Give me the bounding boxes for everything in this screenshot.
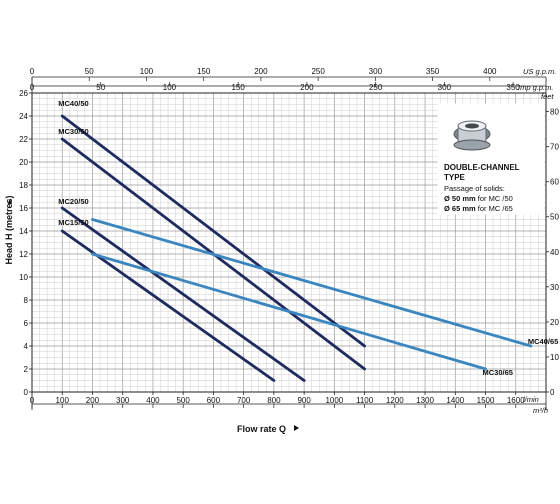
usgpm-tick-label: 400 bbox=[483, 67, 497, 76]
impgpm-tick-label: 250 bbox=[369, 83, 383, 92]
usgpm-tick-label: 300 bbox=[369, 67, 383, 76]
feet-tick-label: 50 bbox=[550, 213, 559, 222]
x-tick-label: 1200 bbox=[386, 396, 404, 405]
plot-frame bbox=[31, 76, 547, 410]
y-tick-label: 22 bbox=[19, 135, 28, 144]
x-tick-label: 400 bbox=[146, 396, 160, 405]
impgpm-tick-label: 150 bbox=[231, 83, 245, 92]
inset-background bbox=[437, 103, 545, 215]
feet-tick-label: 0 bbox=[550, 388, 555, 397]
x-unit-m3h: m³/h bbox=[533, 406, 548, 415]
feet-tick-label: 10 bbox=[550, 353, 559, 362]
y-tick-label: 18 bbox=[19, 181, 28, 190]
feet-tick-label: 40 bbox=[550, 248, 559, 257]
x-tick-label: 1400 bbox=[446, 396, 464, 405]
x-unit-lmin: l/min bbox=[523, 395, 539, 404]
inset-passage-label: Passage of solids: bbox=[444, 184, 505, 193]
x-axis-arrow-icon bbox=[294, 425, 299, 431]
x-tick-label: 500 bbox=[176, 396, 190, 405]
series-line-mc20-50 bbox=[60, 206, 306, 382]
usgpm-tick-label: 350 bbox=[426, 67, 440, 76]
series-line-mc30-65 bbox=[91, 252, 487, 371]
inset-line-65-size: Ø 65 mm bbox=[444, 204, 476, 213]
x-tick-label: 1100 bbox=[356, 396, 374, 405]
x-tick-label: 100 bbox=[56, 396, 70, 405]
x-tick-label: 0 bbox=[30, 396, 35, 405]
top-unit-impgpm: Imp g.p.m. bbox=[518, 83, 553, 92]
y-tick-label: 16 bbox=[19, 204, 28, 213]
x-tick-label: 1500 bbox=[477, 396, 495, 405]
series-label: MC30/65 bbox=[483, 368, 513, 377]
inset-box: DOUBLE-CHANNEL TYPE Passage of solids: Ø… bbox=[437, 103, 545, 215]
x-tick-label: 1300 bbox=[416, 396, 434, 405]
impgpm-tick-label: 0 bbox=[30, 83, 35, 92]
usgpm-tick-label: 200 bbox=[254, 67, 268, 76]
series-label: MC40/65 bbox=[528, 337, 558, 346]
top-unit-usgpm: US g.p.m. bbox=[523, 67, 556, 76]
inset-title-line2: TYPE bbox=[444, 173, 466, 182]
usgpm-tick-label: 250 bbox=[311, 67, 325, 76]
y-tick-label: 8 bbox=[24, 296, 29, 305]
impgpm-tick-label: 200 bbox=[300, 83, 314, 92]
y-axis-arrow-icon bbox=[8, 199, 12, 204]
series-label: MC20/50 bbox=[58, 197, 88, 206]
y-tick-label: 14 bbox=[19, 227, 28, 236]
x-tick-label: 800 bbox=[267, 396, 281, 405]
y-tick-label: 12 bbox=[19, 250, 28, 259]
feet-tick-label: 80 bbox=[550, 108, 559, 117]
grid bbox=[31, 92, 547, 393]
x-axis-title: Flow rate Q bbox=[237, 424, 286, 434]
x-tick-label: 900 bbox=[297, 396, 311, 405]
series-group: MC40/50 MC30/50 MC20/50 MC15/50 MC40/65 MC30/… bbox=[58, 99, 558, 382]
series-line-mc40-65 bbox=[91, 218, 533, 348]
x-tick-label: 600 bbox=[207, 396, 221, 405]
x-tick-label: 300 bbox=[116, 396, 130, 405]
x-tick-label: 1600 bbox=[507, 396, 525, 405]
feet-tick-label: 30 bbox=[550, 283, 559, 292]
x-tick-label: 200 bbox=[86, 396, 100, 405]
y-tick-label: 4 bbox=[24, 342, 29, 351]
usgpm-tick-label: 100 bbox=[140, 67, 154, 76]
impgpm-tick-label: 300 bbox=[438, 83, 452, 92]
impeller-icon bbox=[453, 120, 491, 151]
y-tick-label: 6 bbox=[24, 319, 29, 328]
usgpm-tick-label: 0 bbox=[30, 67, 35, 76]
y-tick-label: 20 bbox=[19, 158, 28, 167]
inset-line-50-size: Ø 50 mm bbox=[444, 194, 476, 203]
inset-line-50: Ø 50 mm for MC /50 bbox=[444, 194, 513, 203]
series-label: MC15/50 bbox=[58, 218, 88, 227]
series-label: MC30/50 bbox=[58, 127, 88, 136]
feet-tick-label: 70 bbox=[550, 143, 559, 152]
inset-line-50-model: for MC /50 bbox=[476, 194, 513, 203]
y-tick-label: 24 bbox=[19, 112, 28, 121]
tick-labels: 0 100 200 300 400 500 600 700 800 900 1000 1100 1200… bbox=[19, 67, 559, 408]
impgpm-tick-label: 350 bbox=[506, 83, 520, 92]
usgpm-tick-label: 150 bbox=[197, 67, 211, 76]
impgpm-tick-label: 100 bbox=[163, 83, 177, 92]
y-tick-label: 0 bbox=[24, 388, 29, 397]
y-tick-label: 2 bbox=[24, 365, 29, 374]
x-tick-label: 700 bbox=[237, 396, 251, 405]
x-tick-label: 1000 bbox=[325, 396, 343, 405]
series-line-mc40-50 bbox=[60, 114, 366, 348]
y-axis-title: Head H (metres) bbox=[4, 195, 14, 264]
feet-tick-label: 60 bbox=[550, 178, 559, 187]
right-unit-feet: feet bbox=[541, 92, 554, 101]
feet-tick-label: 20 bbox=[550, 318, 559, 327]
usgpm-tick-label: 50 bbox=[85, 67, 94, 76]
y-tick-label: 26 bbox=[19, 89, 28, 98]
inset-line-65: Ø 65 mm for MC /65 bbox=[444, 204, 513, 213]
impgpm-tick-label: 50 bbox=[96, 83, 105, 92]
inset-title-line1: DOUBLE-CHANNEL bbox=[444, 163, 520, 172]
y-tick-label: 10 bbox=[19, 273, 28, 282]
inset-line-65-model: for MC /65 bbox=[476, 204, 513, 213]
series-label: MC40/50 bbox=[58, 99, 88, 108]
